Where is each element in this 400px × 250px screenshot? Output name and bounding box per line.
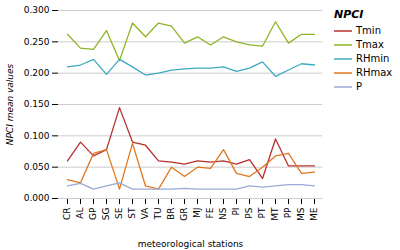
svg-text:VA: VA bbox=[140, 207, 150, 220]
svg-text:MT: MT bbox=[270, 207, 280, 221]
svg-text:GP: GP bbox=[88, 207, 98, 220]
html-text:Tmax: Tmax bbox=[356, 39, 384, 50]
svg-text:SG: SG bbox=[101, 207, 111, 220]
svg-text:ST: ST bbox=[127, 207, 137, 219]
svg-text:PP: PP bbox=[283, 207, 293, 218]
svg-text:PI: PI bbox=[231, 208, 241, 216]
svg-text:SE: SE bbox=[114, 207, 124, 219]
svg-text:meteorological stations: meteorological stations bbox=[138, 239, 244, 249]
html-text:NPCI: NPCI bbox=[334, 8, 364, 21]
svg-text:MS: MS bbox=[296, 207, 306, 221]
svg-text:BR: BR bbox=[166, 208, 176, 220]
svg-text:MJ: MJ bbox=[192, 208, 202, 218]
svg-text:0.100: 0.100 bbox=[24, 131, 50, 141]
svg-text:NS: NS bbox=[218, 207, 228, 220]
svg-text:PS: PS bbox=[244, 207, 254, 218]
html-text:Tmin: Tmin bbox=[356, 25, 381, 36]
svg-text:0.300: 0.300 bbox=[24, 5, 50, 15]
html-text:RHmax: RHmax bbox=[356, 67, 393, 78]
svg-text:FE: FE bbox=[205, 207, 215, 218]
svg-text:CR: CR bbox=[62, 208, 72, 221]
svg-text:TU: TU bbox=[153, 208, 163, 221]
svg-text:0.200: 0.200 bbox=[24, 68, 50, 78]
svg-text:ME: ME bbox=[309, 207, 319, 221]
html-text:RHmin: RHmin bbox=[356, 53, 390, 64]
svg-text:0.250: 0.250 bbox=[24, 37, 50, 47]
svg-text:0.150: 0.150 bbox=[24, 99, 50, 109]
svg-text:0.050: 0.050 bbox=[24, 162, 50, 172]
svg-text:AL: AL bbox=[75, 208, 85, 219]
svg-text:GR: GR bbox=[179, 208, 189, 221]
svg-text:PT: PT bbox=[257, 207, 267, 218]
svg-text:0.000: 0.000 bbox=[24, 193, 50, 203]
svg-text:NPCI mean values: NPCI mean values bbox=[5, 63, 15, 145]
html-text:P: P bbox=[356, 81, 362, 92]
